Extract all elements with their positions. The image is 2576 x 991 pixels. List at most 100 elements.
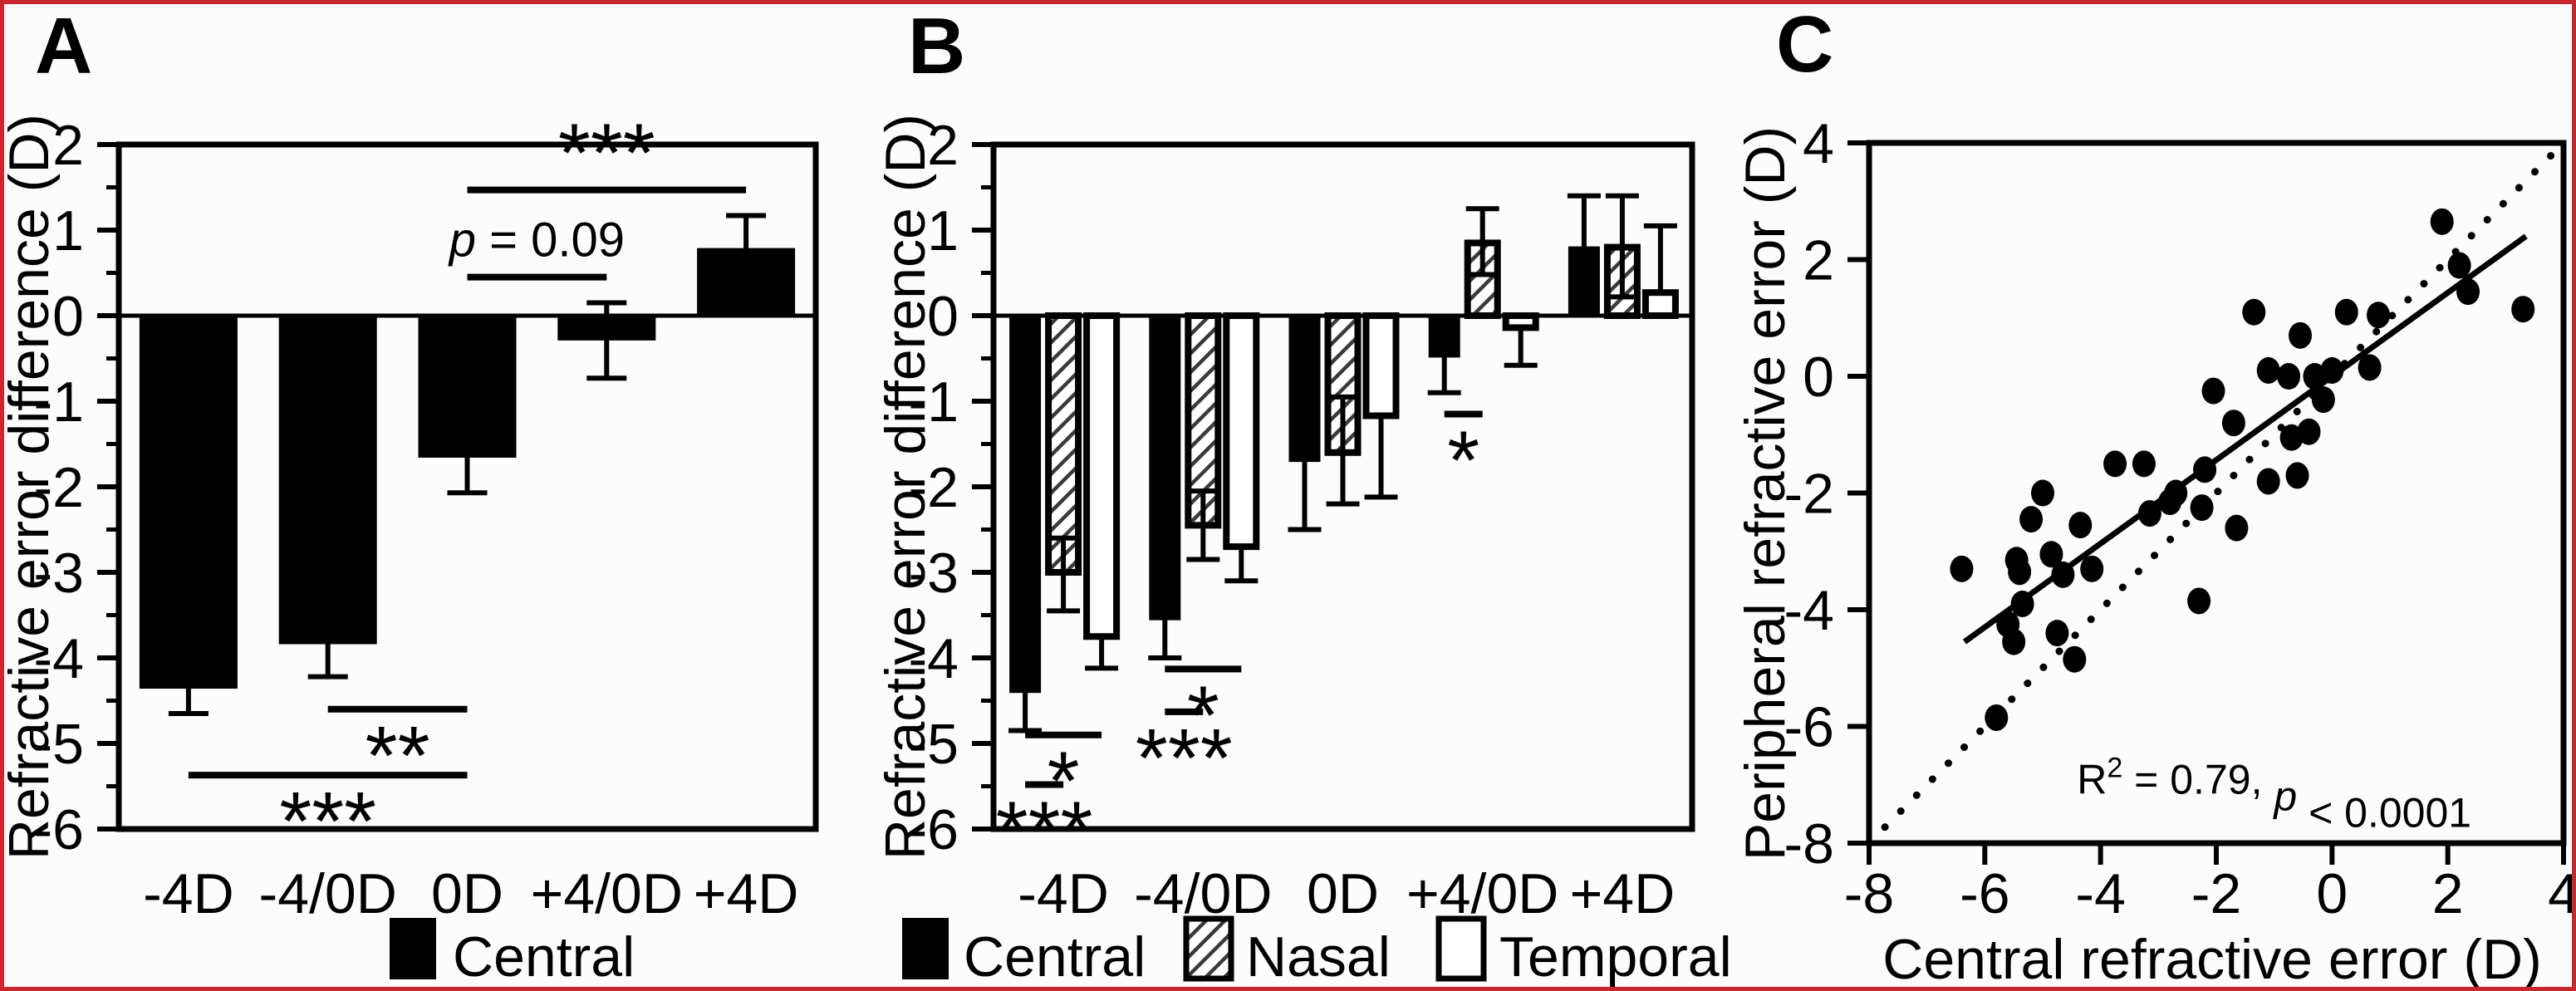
panel-label-c: C [1776, 0, 1833, 89]
stats-text: p [2272, 773, 2297, 819]
data-point [2256, 468, 2280, 495]
bar-temporal-2 [1362, 312, 1400, 419]
bar-central-1 [1149, 315, 1181, 621]
data-point [2256, 356, 2280, 384]
x-category-label: +4/0D [531, 862, 683, 925]
y-axis-title: Refractive error difference (D) [0, 114, 61, 860]
y-tick-label: -8 [1784, 812, 1834, 876]
bar-central-0 [139, 315, 238, 689]
y-tick-label: -4 [909, 627, 959, 690]
bar-temporal-0 [1083, 312, 1121, 640]
data-point [2008, 558, 2032, 586]
bar-central-3 [1428, 315, 1460, 358]
data-point [2193, 456, 2217, 483]
panel-label-b: B [908, 2, 965, 91]
y-tick-label: 1 [927, 199, 959, 262]
data-point [2320, 356, 2344, 384]
bar-central-4 [1568, 246, 1600, 317]
legend-swatch-temporal [1435, 915, 1487, 982]
stats-text: R [2077, 756, 2107, 802]
data-point [2132, 450, 2156, 478]
identity-line [1865, 139, 2568, 847]
data-point [2019, 506, 2044, 533]
bar-temporal-4 [1641, 289, 1679, 320]
bar-nasal-0 [1045, 312, 1082, 576]
data-point [2201, 377, 2225, 405]
data-point [2297, 418, 2321, 445]
y-tick-label: 1 [52, 199, 84, 262]
sig-stars: *** [996, 784, 1093, 877]
y-tick-label: -6 [909, 798, 959, 861]
data-point [2010, 590, 2034, 617]
legend-label-nasal: Nasal [1246, 925, 1391, 989]
y-tick-label: -2 [1784, 463, 1834, 526]
y-tick-label: 0 [927, 285, 959, 348]
y-tick-label: -4 [34, 627, 84, 690]
stats-annotation: R2 = 0.79, p < 0.0001 [2077, 752, 2471, 836]
data-point [2447, 252, 2471, 279]
x-tick-label: -4 [2075, 862, 2125, 925]
panel-b: -6-5-4-3-2-1012*********-4D-4/0D0D+4/0D+… [874, 2, 1732, 989]
stats-text: < 0.0001 [2297, 789, 2471, 836]
data-point [2164, 479, 2188, 507]
y-tick-label: 2 [1803, 229, 1834, 292]
data-point [2045, 620, 2069, 647]
data-point [2367, 302, 2391, 329]
y-tick-label: -6 [1784, 696, 1834, 759]
x-category-label: -4D [143, 862, 234, 925]
y-tick-label: 0 [52, 285, 84, 348]
sig-stars: *** [558, 107, 655, 200]
y-tick-label: -4 [1784, 579, 1834, 642]
data-point [2358, 354, 2382, 381]
x-tick-label: 0 [2316, 862, 2348, 925]
y-tick-label: -3 [909, 542, 959, 605]
sig-stars: *** [1136, 712, 1233, 805]
data-point [2187, 587, 2211, 615]
data-point [2063, 645, 2087, 673]
sig-stars: *** [279, 775, 376, 868]
x-tick-label: -2 [2191, 862, 2241, 925]
x-tick-label: 2 [2432, 862, 2464, 925]
x-category-label: 0D [1307, 862, 1379, 925]
x-category-label: -4/0D [259, 862, 397, 925]
data-point [1950, 555, 1974, 582]
legend-label-temporal: Temporal [1499, 925, 1732, 989]
y-tick-label: -2 [34, 456, 84, 519]
x-category-label: +4/0D [1406, 862, 1558, 925]
x-category-label: +4D [694, 862, 799, 925]
data-point [1985, 704, 2009, 731]
legend-label-central: Central [453, 925, 635, 989]
data-point [2137, 500, 2161, 527]
y-tick-label: 0 [1803, 346, 1834, 409]
legend-swatch-nasal [1183, 915, 1234, 982]
sig-p-value: p = 0.09 [448, 213, 625, 267]
bar-central-2 [1288, 315, 1321, 463]
y-tick-label: 2 [927, 114, 959, 177]
sig-stars: * [1187, 669, 1219, 762]
data-point [2051, 561, 2075, 588]
bar-central-2 [418, 315, 517, 458]
data-point [2225, 514, 2249, 542]
x-axis-title: Central refractive error (D) [1882, 928, 2542, 991]
sig-stars: ** [366, 709, 430, 802]
x-tick-label: -6 [1960, 862, 2009, 925]
y-axis-title: Peripheral refractive error (D) [1734, 126, 1797, 861]
data-point [2080, 555, 2104, 582]
bar-temporal-3 [1502, 312, 1539, 331]
y-tick-label: -3 [34, 542, 84, 605]
x-category-label: 0D [431, 862, 503, 925]
y-tick-label: -5 [34, 713, 84, 776]
p-symbol: p [448, 213, 476, 267]
x-tick-label: -8 [1844, 862, 1894, 925]
y-tick-label: -6 [34, 798, 84, 861]
data-point [2289, 321, 2313, 349]
x-tick-label: 4 [2548, 862, 2576, 925]
data-point [2430, 208, 2454, 235]
data-point [2285, 462, 2309, 489]
bar-temporal-1 [1223, 312, 1260, 551]
y-tick-label: -5 [909, 713, 959, 776]
data-point [2311, 386, 2335, 414]
data-point [2068, 512, 2093, 539]
x-category-label: +4D [1570, 862, 1676, 925]
